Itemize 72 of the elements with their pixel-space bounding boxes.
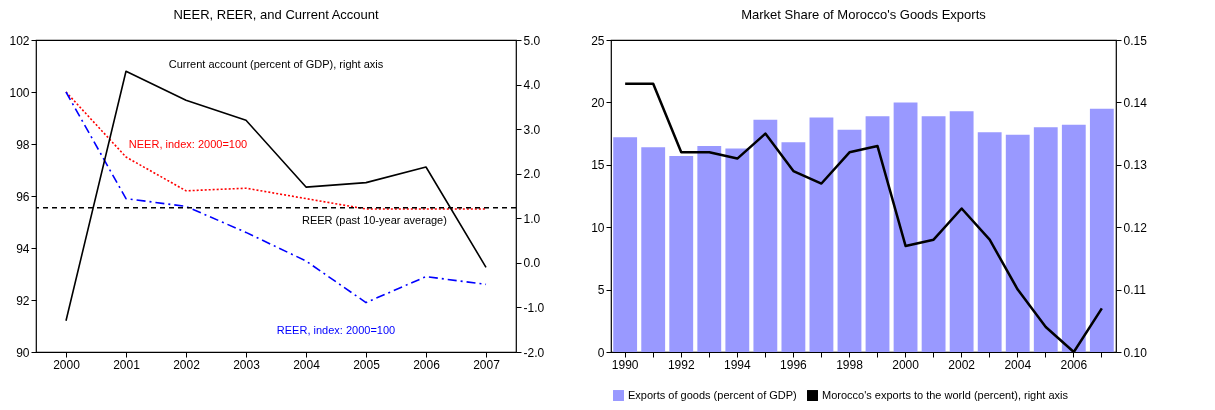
x-tick-label: 2000 — [53, 357, 81, 372]
y2-tick-label: 0.0 — [523, 256, 541, 271]
chart-title: Market Share of Morocco's Goods Exports — [741, 7, 987, 22]
line-series — [65, 91, 487, 304]
y-tick-label: 90 — [16, 345, 30, 360]
bar — [781, 142, 806, 352]
x-tick-label: 2004 — [1004, 357, 1032, 372]
x-tick-label: 1994 — [723, 357, 751, 372]
bar — [1061, 124, 1086, 352]
ref-line-label: REER (past 10-year average) — [302, 213, 447, 226]
y-tick-label: 10 — [591, 220, 605, 235]
bar — [641, 147, 666, 352]
x-tick-label: 2005 — [353, 357, 381, 372]
y2-tick-label: 0.12 — [1123, 220, 1148, 235]
series-label: Current account (percent of GDP), right axis — [168, 58, 384, 71]
line-series — [65, 91, 487, 210]
x-tick-label: 2002 — [173, 357, 201, 372]
bar — [1089, 108, 1114, 352]
y2-tick-label: 0.14 — [1123, 95, 1148, 110]
bar — [809, 117, 834, 352]
y-tick-label: 94 — [16, 241, 30, 256]
x-tick-label: 2007 — [473, 357, 501, 372]
bar — [893, 102, 918, 352]
bar — [613, 137, 638, 352]
x-tick-label: 1990 — [611, 357, 639, 372]
y-tick-label: 0 — [597, 345, 605, 360]
y2-tick-label: 2.0 — [523, 167, 541, 182]
x-tick-label: 2000 — [892, 357, 920, 372]
bar — [1005, 134, 1030, 352]
series-label: NEER, index: 2000=100 — [128, 138, 248, 150]
legend-label: Exports of goods (percent of GDP) — [628, 388, 797, 401]
y2-tick-label: -2.0 — [523, 345, 545, 360]
bar — [921, 116, 946, 352]
y-tick-label: 92 — [16, 293, 30, 308]
x-tick-label: 2003 — [233, 357, 261, 372]
y2-tick-label: 0.13 — [1123, 158, 1148, 173]
y2-tick-label: 0.11 — [1123, 283, 1147, 298]
y2-tick-label: -1.0 — [523, 300, 545, 315]
bar — [753, 119, 778, 352]
legend-label: Morocco's exports to the world (percent), right axis — [822, 388, 1069, 401]
y-tick-label: 96 — [16, 189, 30, 204]
y-tick-label: 5 — [597, 283, 605, 298]
x-tick-label: 1992 — [667, 357, 695, 372]
y-tick-label: 100 — [9, 85, 30, 100]
y2-tick-label: 4.0 — [523, 78, 541, 93]
y2-tick-label: 0.15 — [1123, 33, 1148, 48]
bar — [697, 146, 722, 352]
y2-tick-label: 3.0 — [523, 122, 541, 137]
bar — [865, 116, 890, 352]
x-tick-label: 2006 — [413, 357, 441, 372]
y-tick-label: 98 — [16, 137, 30, 152]
x-tick-label: 2006 — [1060, 357, 1088, 372]
y2-tick-label: 0.10 — [1123, 345, 1148, 360]
y2-tick-label: 5.0 — [523, 33, 541, 48]
text: REER, index: 2000=100 — [276, 323, 396, 336]
bar — [725, 148, 750, 352]
bar — [949, 111, 974, 352]
y2-tick-label: 1.0 — [523, 211, 541, 226]
bar — [837, 129, 862, 352]
y-tick-label: 15 — [591, 158, 605, 173]
x-tick-label: 1998 — [836, 357, 864, 372]
y-tick-label: 102 — [9, 33, 30, 48]
bar — [669, 156, 694, 352]
x-tick-label: 2002 — [948, 357, 976, 372]
chart-title: NEER, REER, and Current Account — [173, 7, 379, 22]
x-tick-label: 2001 — [113, 357, 141, 372]
y-tick-label: 25 — [591, 33, 605, 48]
bar — [977, 132, 1002, 352]
x-tick-label: 2004 — [293, 357, 321, 372]
y-tick-label: 20 — [591, 95, 605, 110]
bar — [1033, 127, 1058, 352]
x-tick-label: 1996 — [780, 357, 808, 372]
